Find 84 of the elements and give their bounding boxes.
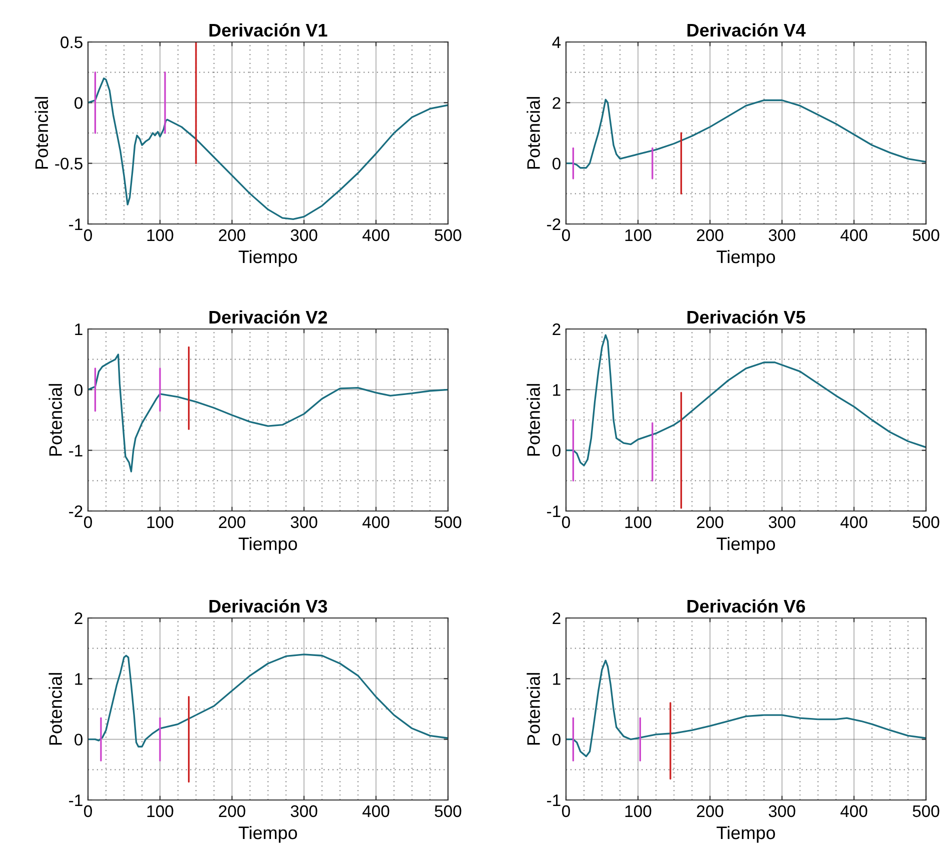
y-tick-label: 0.5 [60,36,82,48]
y-tick-label: 2 [552,323,560,336]
y-axis-title: Potencial [48,673,62,745]
y-tick-label: -1 [547,506,560,518]
y-tick-label: 4 [552,36,561,48]
chart-title: Derivación V3 [210,599,328,613]
line-series [88,78,448,220]
x-tick-label: 300 [768,805,796,818]
chart-title: Derivación V5 [688,310,806,324]
y-tick-label: -2 [547,218,560,230]
x-tick-label: 500 [912,805,940,818]
x-tick-label: 0 [562,516,570,528]
x-tick-label: 0 [562,805,570,818]
y-axis-title: Potencial [34,97,48,169]
y-tick-label: 0 [74,97,82,109]
x-tick-label: 400 [362,516,390,528]
y-tick-label: -1 [69,794,82,806]
y-axis-title: Potencial [526,97,540,169]
x-axis-title: Tiempo [238,536,298,554]
line-series [566,334,926,466]
x-tick-label: 500 [912,229,940,242]
x-tick-label: 300 [290,805,318,818]
chart-title: Derivación V2 [210,310,327,324]
x-axis-title: Tiempo [716,250,776,267]
y-tick-label: 0 [74,384,82,396]
x-tick-label: 200 [218,229,246,242]
x-tick-label: 300 [768,516,796,528]
y-tick-label: 0 [74,734,82,746]
x-tick-label: 0 [562,229,570,242]
chart-title: Derivación V6 [688,599,806,613]
chart-title: Derivación V4 [688,23,806,37]
y-tick-label: 0 [552,734,560,746]
x-tick-label: 400 [840,805,868,818]
x-tick-label: 500 [434,516,462,528]
y-tick-label: 1 [553,673,560,685]
x-tick-label: 0 [84,805,92,818]
x-tick-label: 300 [768,229,796,242]
y-axis-title: Potencial [526,673,540,745]
y-axis-title: Potencial [526,384,540,456]
x-tick-label: 300 [290,229,318,242]
x-tick-label: 100 [147,805,174,818]
x-tick-label: 200 [696,805,724,818]
y-tick-label: -1 [69,444,82,456]
x-tick-label: 0 [84,229,92,242]
line-series [88,354,448,472]
x-tick-label: 500 [912,516,940,528]
chart-title: Derivación V1 [210,23,328,37]
y-tick-label: 2 [74,612,82,624]
x-tick-label: 200 [696,229,724,242]
y-tick-label: 0 [552,158,560,170]
y-tick-label: 1 [75,673,82,685]
y-tick-label: 1 [553,384,560,396]
x-axis-title: Tiempo [238,826,298,843]
y-tick-label: 2 [552,97,560,109]
y-tick-label: -2 [69,505,82,518]
x-tick-label: 400 [840,229,868,242]
y-tick-label: 1 [75,324,82,336]
x-tick-label: 100 [147,229,174,242]
x-tick-label: 200 [218,516,246,528]
line-series [566,660,926,758]
x-tick-label: 500 [434,229,462,242]
line-series [566,98,926,169]
y-tick-label: -1 [69,218,82,230]
y-tick-label: -0.5 [55,158,82,170]
x-tick-label: 300 [290,516,318,528]
x-axis-title: Tiempo [716,826,776,843]
y-tick-label: -1 [547,794,560,806]
x-tick-label: 500 [434,805,462,818]
x-tick-label: 100 [625,805,652,818]
x-tick-label: 100 [625,516,652,528]
line-series [88,654,448,748]
x-tick-label: 100 [147,516,174,528]
x-tick-label: 0 [84,516,92,528]
x-tick-label: 200 [218,805,246,818]
y-tick-label: 2 [552,612,560,624]
x-axis-title: Tiempo [238,250,298,267]
x-tick-label: 400 [362,229,390,242]
x-tick-label: 400 [362,805,390,818]
x-tick-label: 100 [625,229,652,242]
y-tick-label: 0 [552,444,560,457]
y-axis-title: Potencial [48,384,62,456]
x-tick-label: 400 [840,516,868,528]
x-axis-title: Tiempo [716,536,776,554]
x-tick-label: 200 [696,516,724,528]
